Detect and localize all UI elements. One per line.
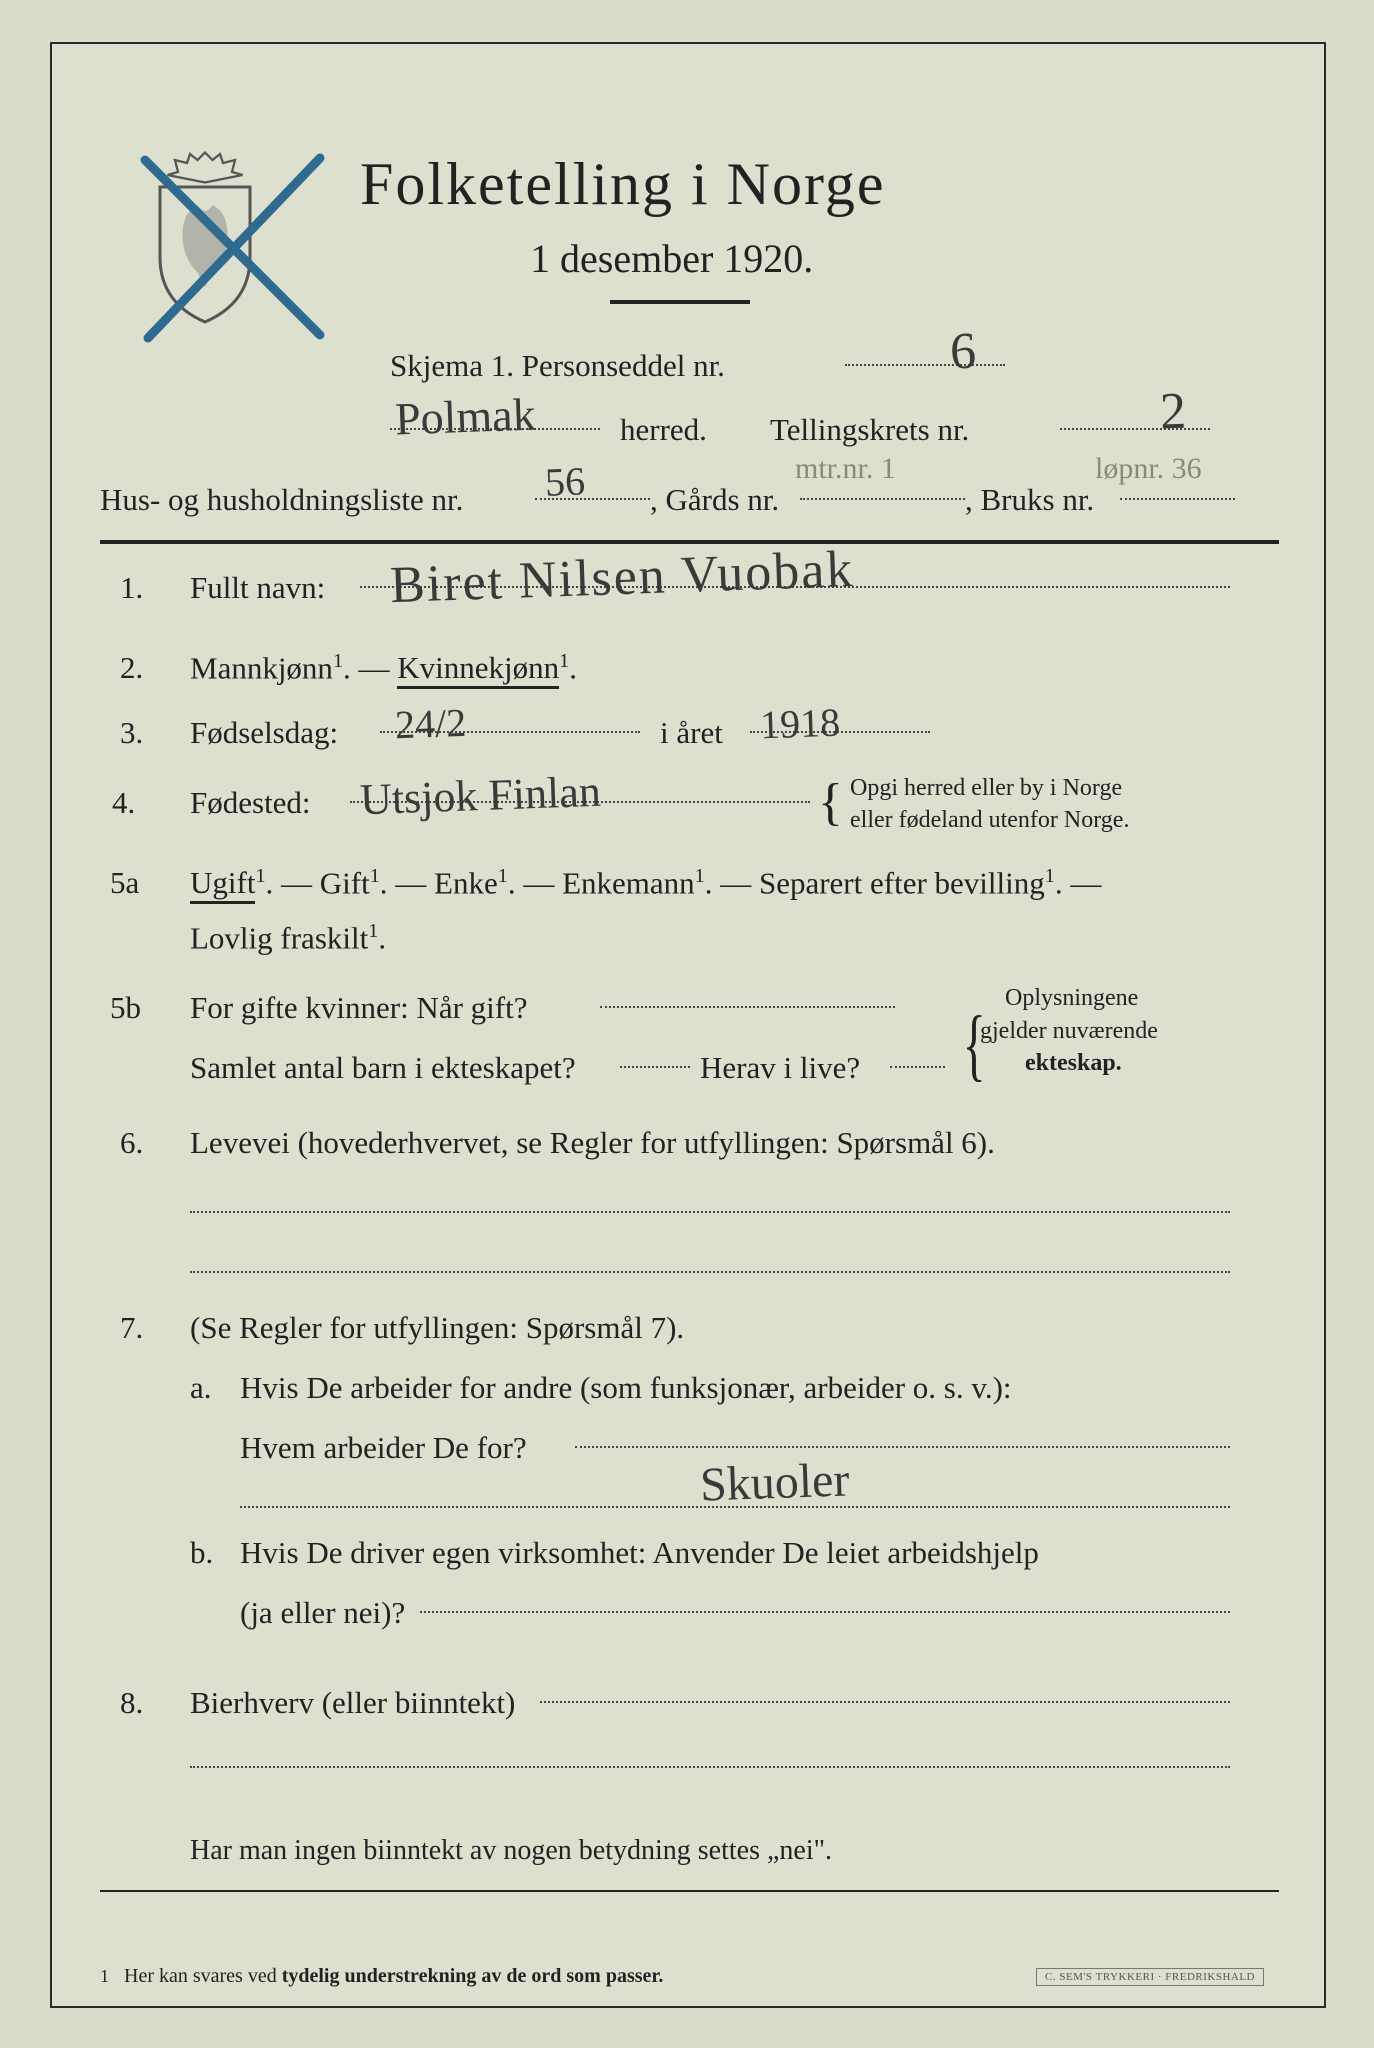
q7b-l1: Hvis De driver egen virksomhet: Anvender…	[240, 1535, 1039, 1571]
gard-pencil: mtr.nr. 1	[795, 452, 896, 486]
schema-label: Skjema 1. Personseddel nr.	[390, 348, 725, 384]
q8-slot1	[540, 1685, 1230, 1703]
divider-bottom	[100, 1890, 1279, 1892]
q5a-separert: Separert efter bevilling	[759, 865, 1045, 900]
q2-num: 2.	[120, 650, 143, 686]
q2-kvinne: Kvinnekjønn	[397, 650, 559, 689]
q7b-num: b.	[190, 1535, 213, 1571]
q7a-slot1	[575, 1430, 1230, 1448]
footnote-num: 1	[100, 1966, 109, 1986]
q3-num: 3.	[120, 715, 143, 751]
bruk-pencil: løpnr. 36	[1095, 452, 1202, 486]
q5a-num: 5a	[110, 865, 139, 901]
coat-of-arms-icon	[130, 145, 280, 325]
q5b-l1a: For gifte kvinner: Når gift?	[190, 990, 527, 1026]
q5a-tail: Lovlig fraskilt1.	[190, 920, 386, 956]
q5a-enkemann: Enkemann	[562, 865, 695, 900]
q5b-na: Oplysningene	[1005, 985, 1138, 1012]
q5b-l2a: Samlet antal barn i ekteskapet?	[190, 1050, 576, 1086]
footnote-text: Her kan svares ved tydelig understreknin…	[124, 1965, 663, 1987]
q8-slot2	[190, 1750, 1230, 1768]
printer-stamp: C. SEM'S TRYKKERI · FREDRIKSHALD	[1036, 1968, 1264, 1986]
title-main: Folketelling i Norge	[360, 150, 886, 219]
q3-label: Fødselsdag:	[190, 715, 338, 751]
q3-year: 1918	[759, 699, 841, 749]
q5b-slot1	[600, 990, 895, 1008]
q6: 6. Levevei (hovederhvervet, se Regler fo…	[100, 1125, 1279, 1285]
q5b-slot3	[890, 1050, 945, 1068]
q2-mann: Mannkjønn	[190, 650, 333, 685]
q3: 3. Fødselsdag: 24/2 i året 1918	[100, 715, 1279, 780]
q1: 1. Fullt navn: Biret Nilsen Vuobak	[100, 570, 1279, 640]
q7a-value: Skuoler	[699, 1452, 850, 1512]
q7b-l2: (ja eller nei)?	[240, 1595, 405, 1631]
husliste-value: 56	[544, 457, 586, 505]
schema-value-slot	[845, 348, 1005, 366]
q2: 2. Mannkjønn1. — Kvinnekjønn1.	[100, 650, 1279, 705]
q1-label: Fullt navn:	[190, 570, 325, 606]
q7a-l2: Hvem arbeider De for?	[240, 1430, 527, 1466]
q3-mid: i året	[660, 715, 723, 751]
q5b: 5b For gifte kvinner: Når gift? Samlet a…	[100, 990, 1279, 1110]
q4-note-b: eller fødeland utenfor Norge.	[850, 807, 1129, 834]
q4-value: Utsjok Finlan	[359, 766, 601, 825]
bruk-label: , Bruks nr.	[965, 482, 1094, 518]
closing-text: Har man ingen biinntekt av nogen betydni…	[190, 1835, 832, 1867]
q5a-gift: Gift	[320, 865, 370, 900]
q4-brace-icon: {	[818, 773, 843, 832]
q5b-l2b: Herav i live?	[700, 1050, 860, 1086]
divider-top	[100, 540, 1279, 544]
q4-num: 4.	[112, 785, 135, 821]
q7-num: 7.	[120, 1310, 143, 1346]
q5b-num: 5b	[110, 990, 141, 1026]
q3-day: 24/2	[394, 699, 467, 748]
q6-num: 6.	[120, 1125, 143, 1161]
hus-line: Hus- og husholdningsliste nr. 56 , Gårds…	[100, 470, 1279, 540]
herred-value: Polmak	[394, 388, 536, 446]
q5a-ugift: Ugift	[190, 865, 255, 904]
q6-slot2	[190, 1255, 1230, 1273]
q7: 7. (Se Regler for utfyllingen: Spørsmål …	[100, 1310, 1279, 1670]
q5a-enke: Enke	[434, 865, 498, 900]
q7a-l1: Hvis De arbeider for andre (som funksjon…	[240, 1370, 1012, 1406]
q4-note-a: Opgi herred eller by i Norge	[850, 775, 1122, 802]
q1-num: 1.	[120, 570, 143, 606]
title-rule	[610, 300, 750, 304]
q7b-slot	[420, 1595, 1230, 1613]
gard-label: , Gårds nr.	[650, 482, 779, 518]
q5b-nb: gjelder nuværende	[980, 1018, 1158, 1045]
q7-text: (Se Regler for utfyllingen: Spørsmål 7).	[190, 1310, 684, 1346]
schema-value: 6	[949, 322, 977, 382]
q5a-opts: Ugift1. — Gift1. — Enke1. — Enkemann1. —…	[190, 865, 1101, 901]
title-sub: 1 desember 1920.	[530, 235, 813, 282]
q6-text: Levevei (hovederhvervet, se Regler for u…	[190, 1125, 995, 1161]
q1-value: Biret Nilsen Vuobak	[389, 540, 855, 615]
q5b-nc: ekteskap.	[1025, 1050, 1122, 1077]
q4: 4. Fødested: Utsjok Finlan { Opgi herred…	[100, 785, 1279, 860]
q5a: 5a Ugift1. — Gift1. — Enke1. — Enkemann1…	[100, 865, 1279, 975]
krets-slot	[1060, 412, 1210, 430]
q7a-num: a.	[190, 1370, 212, 1406]
husliste-label: Hus- og husholdningsliste nr.	[100, 482, 463, 518]
q5b-brace-icon: {	[963, 1000, 986, 1091]
footnote: 1 Her kan svares ved tydelig understrekn…	[100, 1965, 663, 1988]
schema-line: Skjema 1. Personseddel nr. 6	[100, 330, 1279, 400]
document-content: Folketelling i Norge 1 desember 1920. Sk…	[100, 90, 1279, 1968]
q6-slot1	[190, 1195, 1230, 1213]
q2-text: Mannkjønn1. — Kvinnekjønn1.	[190, 650, 577, 686]
krets-label: Tellingskrets nr.	[770, 412, 969, 448]
krets-value: 2	[1159, 382, 1187, 442]
q8-num: 8.	[120, 1685, 143, 1721]
q8: 8. Bierhverv (eller biinntekt)	[100, 1685, 1279, 1815]
herred-label: herred.	[620, 412, 707, 448]
q8-label: Bierhverv (eller biinntekt)	[190, 1685, 515, 1721]
header: Folketelling i Norge 1 desember 1920.	[100, 90, 1279, 330]
q5b-slot2	[620, 1050, 690, 1068]
q4-label: Fødested:	[190, 785, 311, 821]
